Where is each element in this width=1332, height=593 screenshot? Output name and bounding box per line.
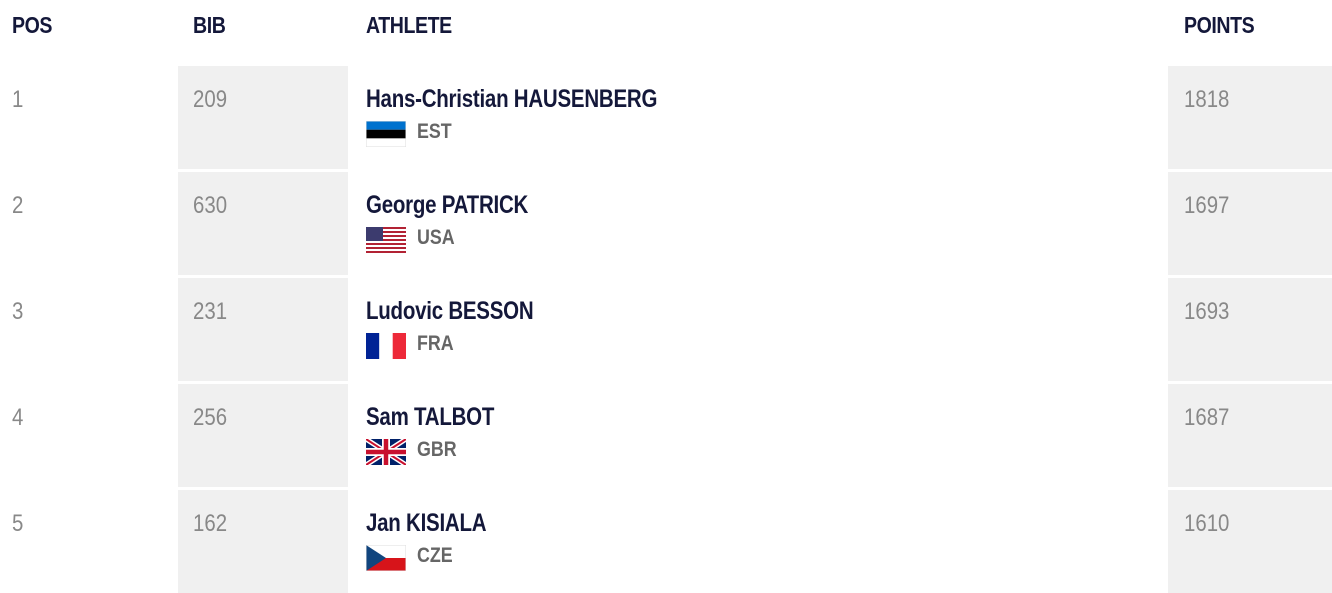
result-row: 2 630 George PATRICK USA 1697 — [0, 172, 1332, 275]
pos: 3 — [12, 298, 24, 325]
bib: 209 — [193, 86, 228, 113]
header-pos: POS — [12, 12, 53, 38]
bib: 256 — [193, 404, 228, 431]
points: 1687 — [1184, 404, 1230, 431]
points: 1610 — [1184, 510, 1230, 537]
result-row: 1 209 Hans-Christian HAUSENBERG EST 1818 — [0, 66, 1332, 169]
bib: 162 — [193, 510, 228, 537]
country-code: USA — [417, 226, 455, 249]
country-code: CZE — [417, 544, 453, 567]
flag-icon — [366, 227, 406, 253]
points-cell — [1168, 66, 1332, 169]
header-points: POINTS — [1184, 12, 1255, 38]
bib-cell — [178, 66, 348, 169]
pos: 2 — [12, 192, 24, 219]
bib-cell — [178, 384, 348, 487]
result-row: 4 256 Sam TALBOT GBR 1687 — [0, 384, 1332, 487]
country-code: GBR — [417, 438, 457, 461]
athlete-name: Hans-Christian HAUSENBERG — [366, 85, 658, 113]
header-athlete: ATHLETE — [366, 12, 452, 38]
bib: 231 — [193, 298, 228, 325]
result-row: 3 231 Ludovic BESSON FRA 1693 — [0, 278, 1332, 381]
bib-cell — [178, 172, 348, 275]
pos: 1 — [12, 86, 24, 113]
bib-cell — [178, 278, 348, 381]
points-cell — [1168, 278, 1332, 381]
points-cell — [1168, 490, 1332, 593]
points-cell — [1168, 172, 1332, 275]
athlete-name: Ludovic BESSON — [366, 297, 534, 325]
country-code: FRA — [417, 332, 454, 355]
result-row: 5 162 Jan KISIALA CZE 1610 — [0, 490, 1332, 593]
points: 1697 — [1184, 192, 1230, 219]
flag-icon — [366, 545, 406, 571]
athlete-name: Sam TALBOT — [366, 403, 495, 431]
bib-cell — [178, 490, 348, 593]
bib: 630 — [193, 192, 228, 219]
athlete-name: Jan KISIALA — [366, 509, 487, 537]
flag-icon — [366, 439, 406, 465]
athlete-name: George PATRICK — [366, 191, 529, 219]
points-cell — [1168, 384, 1332, 487]
flag-icon — [366, 121, 406, 147]
header-bib: BIB — [193, 12, 226, 38]
flag-icon — [366, 333, 406, 359]
points: 1818 — [1184, 86, 1230, 113]
points: 1693 — [1184, 298, 1230, 325]
country-code: EST — [417, 120, 452, 143]
pos: 4 — [12, 404, 24, 431]
pos: 5 — [12, 510, 24, 537]
